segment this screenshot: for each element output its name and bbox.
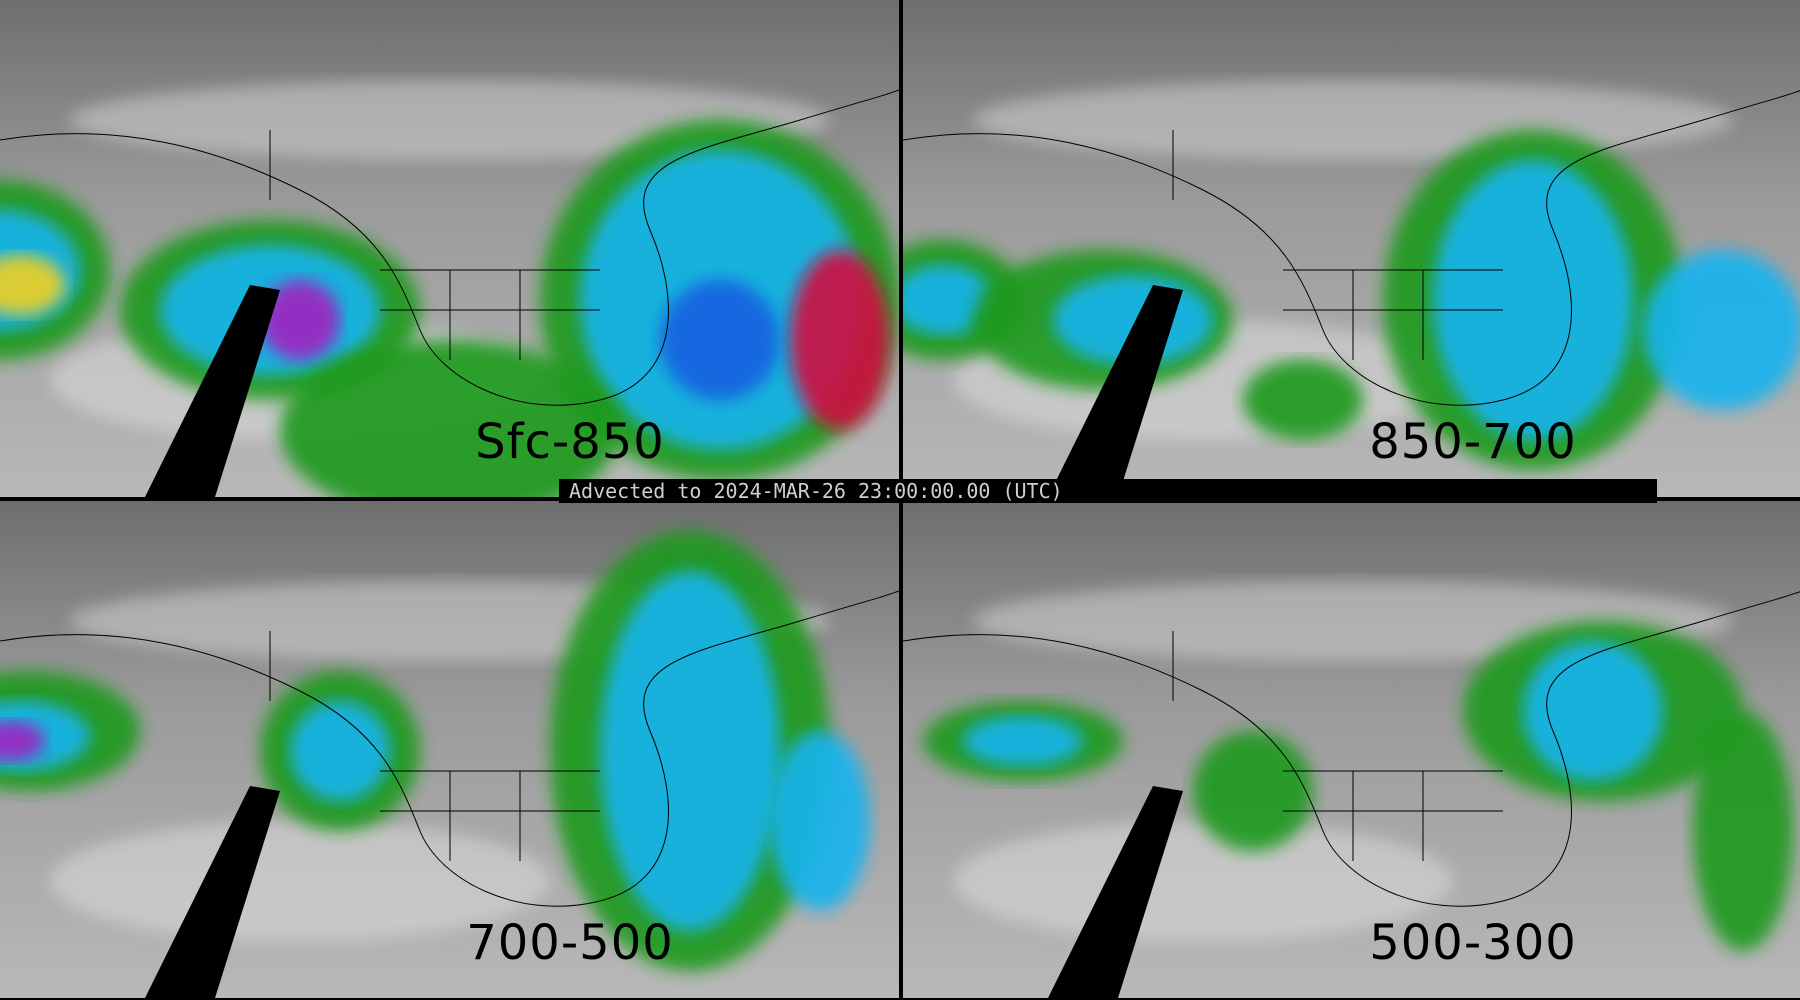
coastline [0, 590, 899, 907]
moisture-region [790, 250, 890, 430]
panel-label: Sfc-850 [475, 414, 665, 470]
moisture-region [1243, 360, 1363, 440]
moisture-region [770, 731, 870, 911]
panel-850-700: 850-700 [903, 0, 1800, 497]
panel-label: 700-500 [466, 915, 674, 971]
coastline [903, 591, 1800, 907]
moisture-region [280, 340, 620, 497]
no-data-swath [145, 285, 280, 497]
cloud-band [973, 80, 1733, 160]
panel-sfc-850: Sfc-850 [0, 0, 899, 497]
cloud-band [953, 821, 1453, 941]
no-data-swath [1048, 786, 1183, 998]
moisture-region [1523, 641, 1663, 781]
panel-label: 850-700 [1369, 414, 1577, 470]
boundary-lines [269, 631, 600, 861]
moisture-map [903, 0, 1800, 497]
cloud-band [50, 821, 550, 941]
panel-label: 500-300 [1369, 915, 1577, 971]
panel-700-500: 700-500 [0, 501, 899, 1000]
moisture-region [963, 716, 1083, 766]
moisture-region [903, 265, 993, 335]
no-data-swath [145, 786, 280, 998]
coastline [903, 90, 1800, 406]
moisture-map [903, 501, 1800, 998]
moisture-map [0, 501, 899, 998]
boundary-lines [1172, 130, 1503, 360]
moisture-region [1643, 250, 1800, 410]
moisture-region [260, 280, 340, 360]
moisture-region [0, 721, 45, 761]
moisture-region [1433, 160, 1633, 440]
boundary-lines [1172, 631, 1503, 861]
moisture-region [1693, 711, 1793, 951]
advection-time-banner: Advected to 2024-MAR-26 23:00:00.00 (UTC… [559, 479, 1657, 503]
moisture-region [600, 571, 780, 931]
panel-500-300: 500-300 [903, 501, 1800, 1000]
coastline [0, 89, 899, 406]
moisture-region [0, 255, 65, 315]
boundary-lines [269, 130, 600, 360]
moisture-region [1193, 731, 1313, 851]
moisture-region [290, 701, 390, 801]
moisture-region [660, 280, 780, 400]
moisture-map [0, 0, 899, 497]
no-data-swath [1048, 285, 1183, 497]
